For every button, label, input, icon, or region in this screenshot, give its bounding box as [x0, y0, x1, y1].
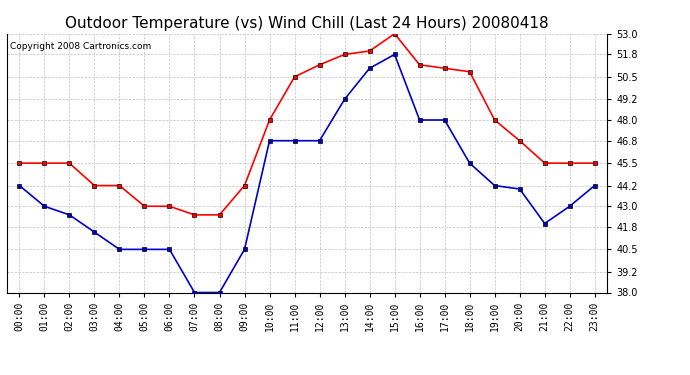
Title: Outdoor Temperature (vs) Wind Chill (Last 24 Hours) 20080418: Outdoor Temperature (vs) Wind Chill (Las…: [66, 16, 549, 31]
Text: Copyright 2008 Cartronics.com: Copyright 2008 Cartronics.com: [10, 42, 151, 51]
